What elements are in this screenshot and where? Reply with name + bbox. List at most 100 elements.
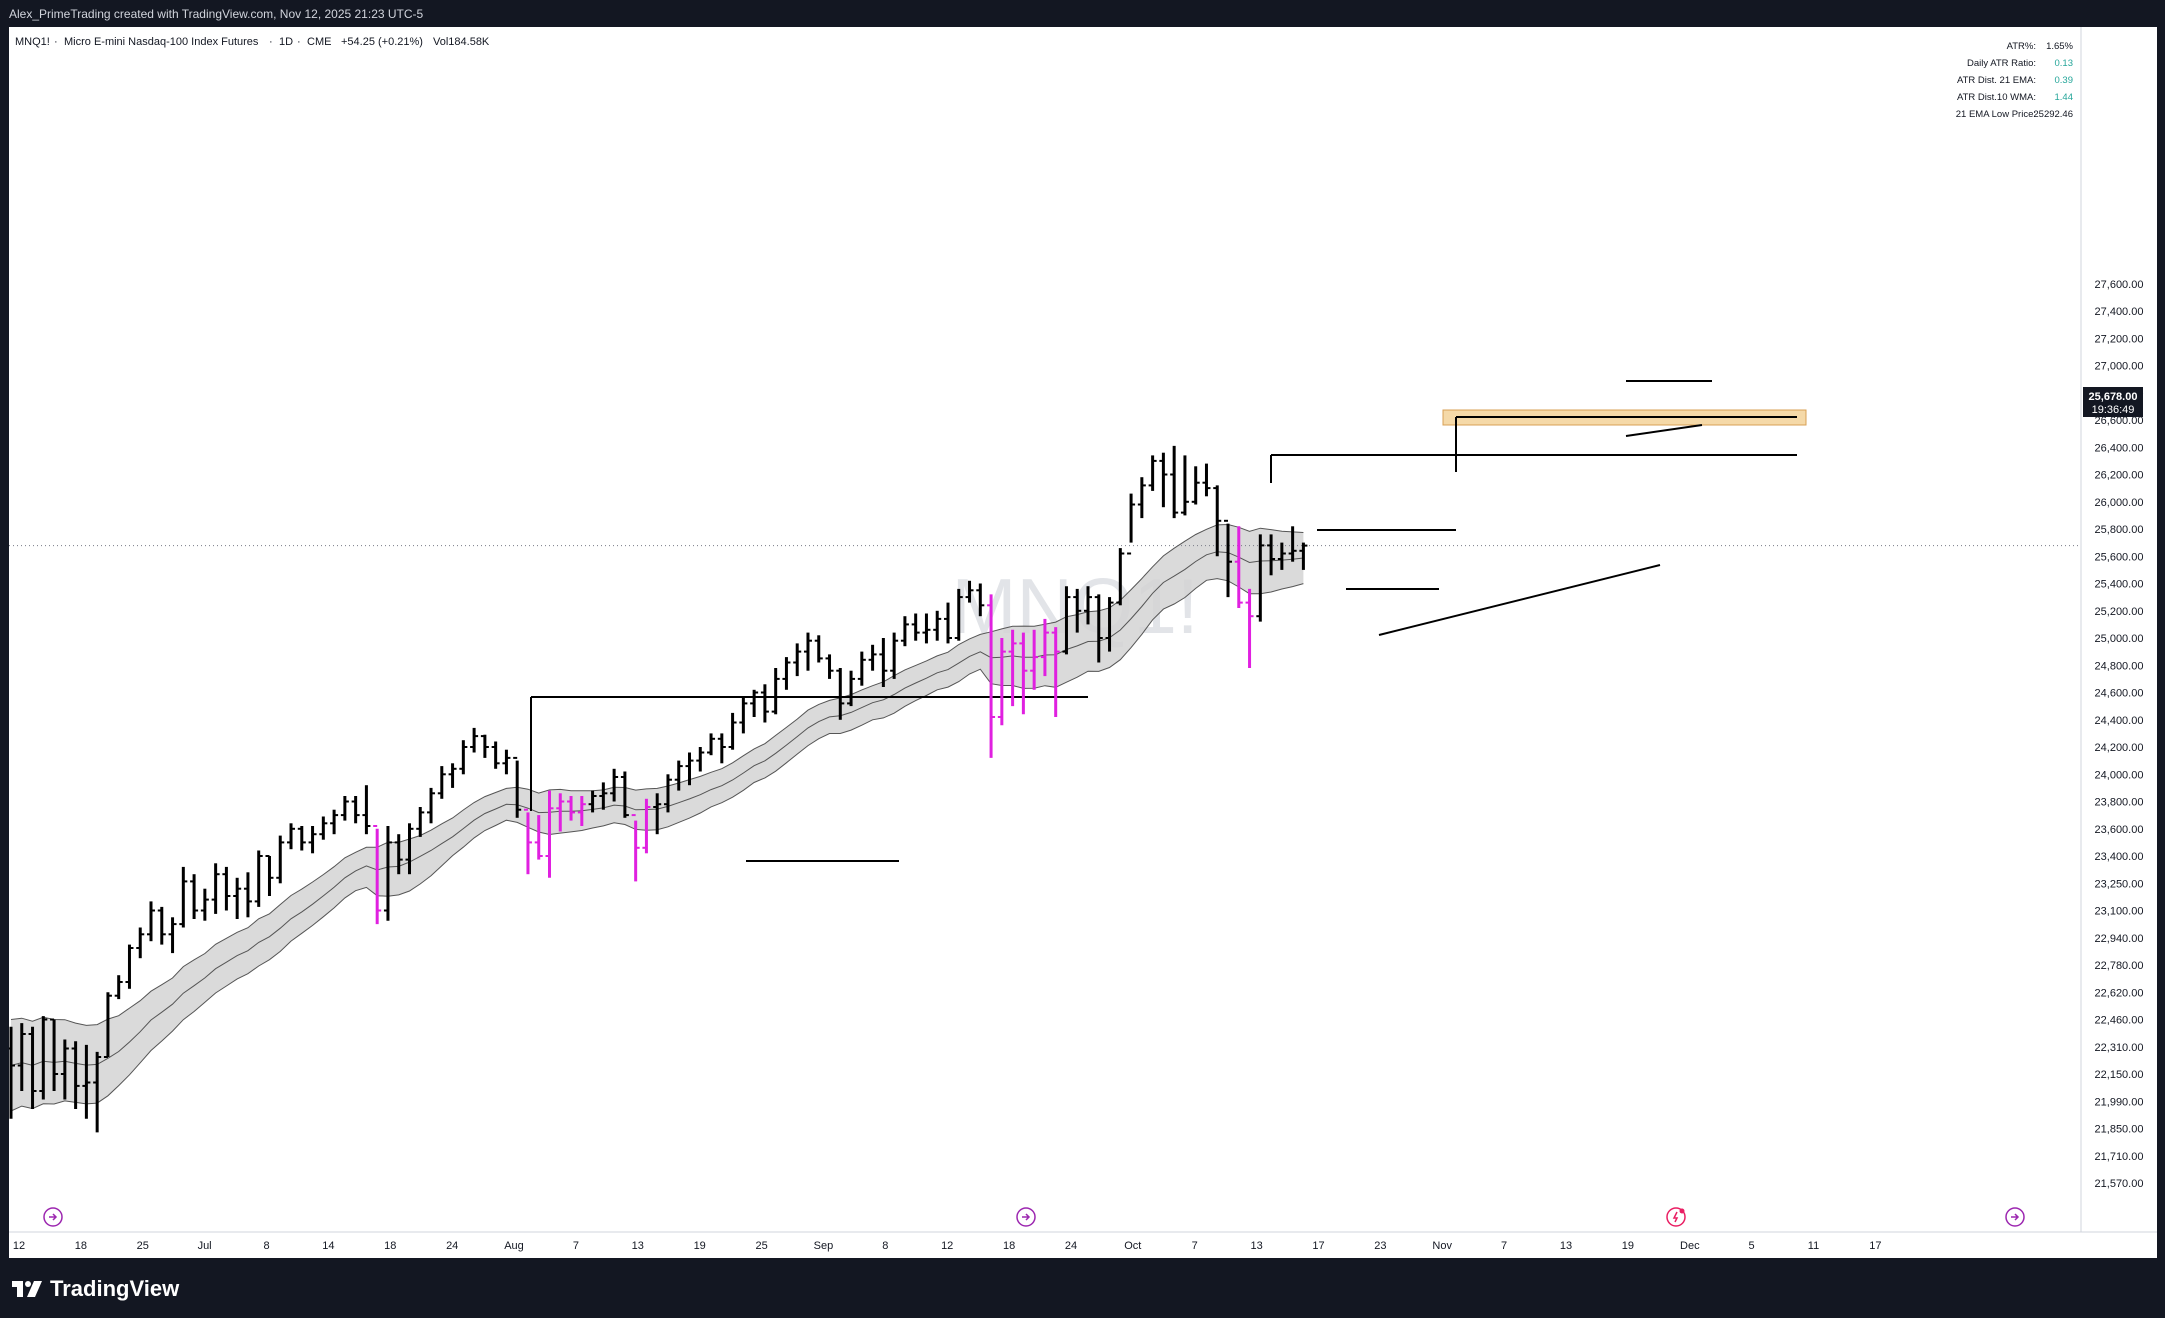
price-bar[interactable] bbox=[1277, 542, 1286, 570]
price-bar[interactable] bbox=[793, 643, 802, 677]
price-bar[interactable] bbox=[71, 1041, 80, 1109]
price-bar[interactable] bbox=[82, 1044, 91, 1119]
price-bar[interactable] bbox=[200, 888, 209, 921]
price-bar[interactable] bbox=[1116, 548, 1125, 606]
price-bar[interactable] bbox=[1008, 629, 1017, 707]
price-bar[interactable] bbox=[17, 1023, 26, 1091]
price-bar[interactable] bbox=[1019, 632, 1028, 715]
price-bar[interactable] bbox=[987, 594, 996, 758]
price-bar[interactable] bbox=[480, 734, 489, 758]
price-bar[interactable] bbox=[190, 874, 199, 919]
price-bar[interactable] bbox=[900, 616, 909, 647]
price-bar[interactable] bbox=[1084, 586, 1092, 625]
price-bar[interactable] bbox=[383, 826, 392, 921]
price-bar[interactable] bbox=[523, 808, 532, 875]
price-bar[interactable] bbox=[814, 635, 823, 663]
price-bar[interactable] bbox=[437, 766, 446, 799]
price-bar[interactable] bbox=[233, 877, 242, 919]
price-bar[interactable] bbox=[103, 992, 112, 1058]
price-bar[interactable] bbox=[1105, 597, 1114, 652]
price-bar[interactable] bbox=[1180, 455, 1189, 516]
price-bar[interactable] bbox=[340, 796, 349, 821]
price-bar[interactable] bbox=[491, 741, 500, 769]
price-bar[interactable] bbox=[1191, 466, 1200, 505]
price-bar[interactable] bbox=[222, 866, 231, 911]
price-bar[interactable] bbox=[362, 785, 371, 835]
price-bar[interactable] bbox=[351, 796, 360, 824]
price-bar[interactable] bbox=[588, 790, 597, 813]
price-bar[interactable] bbox=[997, 638, 1006, 726]
tradingview-logo[interactable]: TradingView bbox=[12, 1276, 179, 1302]
price-bar[interactable] bbox=[534, 815, 543, 860]
price-bar[interactable] bbox=[502, 749, 511, 775]
price-bar[interactable] bbox=[114, 975, 123, 1000]
price-bar[interactable] bbox=[394, 834, 403, 875]
price-bar[interactable] bbox=[631, 814, 640, 882]
price-bar[interactable] bbox=[803, 632, 812, 671]
price-bar[interactable] bbox=[1051, 627, 1060, 717]
chart-frame[interactable]: MNQ1! 21,570.00 21,710.00 21,850.00 21,990.… bbox=[9, 27, 2157, 1258]
price-bar[interactable] bbox=[825, 654, 834, 679]
trendline-rising-support[interactable] bbox=[1378, 564, 1661, 636]
price-bar[interactable] bbox=[60, 1039, 69, 1100]
price-bar[interactable] bbox=[599, 782, 608, 810]
price-bar[interactable] bbox=[1213, 485, 1222, 557]
price-bar[interactable] bbox=[470, 727, 479, 753]
dividend-event-icon[interactable] bbox=[1016, 1207, 1036, 1227]
price-bar[interactable] bbox=[157, 906, 166, 945]
price-bar[interactable] bbox=[125, 944, 134, 989]
price-bar[interactable] bbox=[642, 798, 651, 854]
price-bar[interactable] bbox=[556, 793, 565, 832]
price-bar[interactable] bbox=[728, 712, 737, 750]
price-bar[interactable] bbox=[373, 825, 382, 925]
price-bar[interactable] bbox=[459, 740, 468, 775]
price-bar[interactable] bbox=[911, 613, 920, 641]
price-bar[interactable] bbox=[620, 771, 629, 818]
price-bar[interactable] bbox=[1234, 526, 1243, 608]
price-bar[interactable] bbox=[1299, 542, 1308, 570]
price-bar[interactable] bbox=[836, 668, 845, 720]
price-bar[interactable] bbox=[513, 756, 522, 818]
price-bar[interactable] bbox=[782, 657, 791, 690]
price-bar[interactable] bbox=[39, 1016, 48, 1100]
price-bar[interactable] bbox=[1094, 594, 1103, 663]
price-bar[interactable] bbox=[545, 790, 554, 878]
price-bar[interactable] bbox=[287, 823, 296, 850]
price-bar[interactable] bbox=[868, 644, 877, 671]
price-bar[interactable] bbox=[1073, 588, 1082, 633]
price-bar[interactable] bbox=[211, 863, 220, 914]
price-bar[interactable] bbox=[1256, 534, 1265, 622]
price-bar[interactable] bbox=[857, 651, 866, 686]
price-bar[interactable] bbox=[265, 855, 274, 896]
price-bar[interactable] bbox=[760, 684, 769, 723]
legend-interval[interactable]: 1D bbox=[279, 36, 293, 48]
price-bar[interactable] bbox=[1137, 477, 1146, 519]
price-bar[interactable] bbox=[577, 796, 586, 826]
price-bar[interactable] bbox=[879, 638, 888, 687]
price-bar[interactable] bbox=[610, 768, 619, 802]
price-bar[interactable] bbox=[653, 793, 662, 835]
price-bar[interactable] bbox=[663, 774, 672, 813]
price-bar[interactable] bbox=[319, 816, 328, 840]
price-bar[interactable] bbox=[427, 787, 436, 824]
price-bar[interactable] bbox=[707, 733, 716, 756]
price-bar[interactable] bbox=[168, 917, 177, 954]
price-bar[interactable] bbox=[308, 826, 317, 854]
price-bar[interactable] bbox=[179, 866, 188, 928]
price-bar[interactable] bbox=[9, 1026, 15, 1119]
price-bar[interactable] bbox=[276, 835, 285, 884]
price-bar[interactable] bbox=[254, 850, 263, 907]
price-bar[interactable] bbox=[405, 823, 414, 875]
price-bar[interactable] bbox=[297, 826, 306, 851]
price-bar[interactable] bbox=[954, 588, 963, 641]
price-bar[interactable] bbox=[1040, 618, 1049, 677]
price-bar[interactable] bbox=[771, 668, 780, 715]
price-bar[interactable] bbox=[50, 1018, 59, 1092]
price-bar[interactable] bbox=[717, 733, 726, 764]
price-bar[interactable] bbox=[674, 760, 683, 791]
price-bar[interactable] bbox=[567, 796, 576, 821]
price-bar[interactable] bbox=[28, 1026, 37, 1109]
price-bar[interactable] bbox=[1288, 526, 1297, 562]
price-bar[interactable] bbox=[922, 613, 931, 644]
price-bar[interactable] bbox=[1170, 445, 1179, 519]
